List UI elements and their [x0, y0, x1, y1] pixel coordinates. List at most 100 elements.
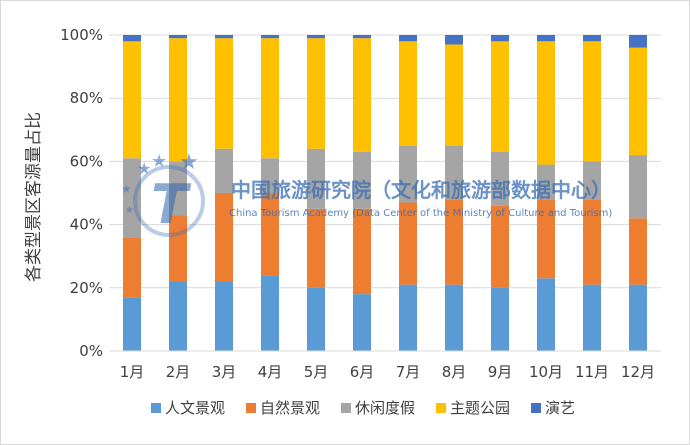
y-axis-label: 各类型景区客源量占比	[24, 112, 44, 282]
bar-segment-5	[399, 35, 417, 42]
legend-swatch	[436, 403, 446, 413]
x-tick-label: 3月	[212, 363, 237, 381]
y-tick-label: 40%	[70, 216, 103, 234]
bar-segment-2	[399, 202, 417, 285]
bar-segment-2	[583, 199, 601, 285]
bar-segment-2	[537, 199, 555, 279]
bar-segment-2	[123, 237, 141, 298]
bar-segment-4	[215, 38, 233, 149]
x-tick-label: 2月	[166, 363, 191, 381]
bar-segment-5	[123, 35, 141, 42]
legend-label: 自然景观	[260, 399, 320, 417]
bar-segment-4	[583, 41, 601, 162]
bar-segment-4	[399, 41, 417, 146]
x-tick-label: 4月	[258, 363, 283, 381]
star-icon: ★	[125, 205, 134, 216]
legend-swatch	[246, 403, 256, 413]
bar-segment-2	[353, 208, 371, 295]
bar-segment-4	[123, 41, 141, 159]
bar-segment-3	[353, 151, 371, 209]
bar-segment-4	[445, 44, 463, 146]
bar-segment-2	[215, 193, 233, 282]
watermark-name-en: China Tourism Academy (Data Center of th…	[229, 208, 612, 219]
bar-segment-5	[537, 35, 555, 42]
star-icon: ★	[137, 159, 151, 178]
bar-segment-4	[169, 38, 187, 162]
bar-segment-2	[261, 193, 279, 276]
bar-segment-1	[169, 281, 187, 351]
x-tick-label: 8月	[442, 363, 467, 381]
x-tick-label: 5月	[304, 363, 329, 381]
bar-segment-5	[583, 35, 601, 42]
bar-segment-5	[629, 35, 647, 48]
legend-label: 休闲度假	[355, 399, 415, 417]
y-tick-label: 80%	[70, 89, 103, 107]
gridlines	[109, 34, 661, 289]
bar-segment-4	[353, 38, 371, 152]
bar-segment-5	[307, 35, 325, 39]
legend-swatch	[341, 403, 351, 413]
bar-segment-2	[491, 205, 509, 288]
bar-segment-1	[123, 297, 141, 351]
bar-segment-3	[537, 164, 555, 200]
legend-label: 演艺	[545, 399, 575, 417]
bar-segment-1	[307, 287, 325, 351]
bar-segment-5	[261, 35, 279, 39]
logo-letter: T	[151, 173, 192, 236]
bar-segment-4	[537, 41, 555, 165]
bar-segment-4	[261, 38, 279, 159]
bar-segment-1	[261, 275, 279, 351]
legend: 人文景观 自然景观 休闲度假 主题公园 演艺	[151, 399, 575, 417]
bar-segment-3	[307, 148, 325, 209]
bar-segment-3	[123, 158, 141, 238]
bars	[123, 35, 647, 351]
bar-segment-1	[629, 284, 647, 351]
legend-label: 主题公园	[450, 399, 510, 417]
bar-segment-3	[215, 148, 233, 193]
bar-segment-4	[491, 41, 509, 152]
bar-segment-4	[629, 47, 647, 156]
x-tick-label: 11月	[575, 363, 609, 381]
bar-segment-5	[169, 35, 187, 39]
x-tick-label: 7月	[396, 363, 421, 381]
bar-segment-1	[445, 284, 463, 351]
star-icon: ★	[179, 150, 199, 175]
bar-segment-2	[169, 215, 187, 282]
star-icon: ★	[121, 182, 132, 196]
x-tick-label: 10月	[529, 363, 563, 381]
bar-segment-5	[353, 35, 371, 39]
bar-segment-1	[583, 284, 601, 351]
bar-segment-4	[307, 38, 325, 149]
bar-segment-1	[491, 287, 509, 351]
y-tick-label: 0%	[79, 342, 103, 360]
bar-segment-1	[537, 278, 555, 351]
legend-swatch	[531, 403, 541, 413]
bar-segment-3	[261, 158, 279, 193]
x-axis-ticks: 1月 2月 3月 4月 5月 6月 7月 8月 9月 10月 11月 12月	[120, 363, 655, 381]
watermark-name-cn: 中国旅游研究院（文化和旅游部数据中心）	[231, 178, 611, 202]
bar-segment-3	[491, 151, 509, 206]
watermark: ★ ★ ★ ★ ★ T 中国旅游研究院（文化和旅游部数据中心） China To…	[121, 150, 612, 237]
x-tick-label: 12月	[621, 363, 655, 381]
bar-segment-5	[445, 35, 463, 45]
bar-segment-5	[491, 35, 509, 42]
bar-segment-3	[399, 145, 417, 203]
y-tick-label: 60%	[70, 152, 103, 170]
bar-segment-3	[583, 161, 601, 200]
watermark-logo: ★ ★ ★ ★ ★ T	[121, 150, 205, 237]
y-tick-label: 100%	[60, 26, 103, 44]
bar-segment-2	[629, 218, 647, 285]
bar-segment-1	[353, 294, 371, 351]
bar-segment-3	[629, 155, 647, 219]
x-tick-label: 1月	[120, 363, 145, 381]
x-tick-label: 6月	[350, 363, 375, 381]
legend-swatch	[151, 403, 161, 413]
bar-segment-1	[215, 281, 233, 351]
legend-label: 人文景观	[165, 399, 225, 417]
bar-segment-2	[445, 199, 463, 285]
star-icon: ★	[151, 151, 167, 172]
bar-segment-3	[445, 145, 463, 200]
x-tick-label: 9月	[488, 363, 513, 381]
